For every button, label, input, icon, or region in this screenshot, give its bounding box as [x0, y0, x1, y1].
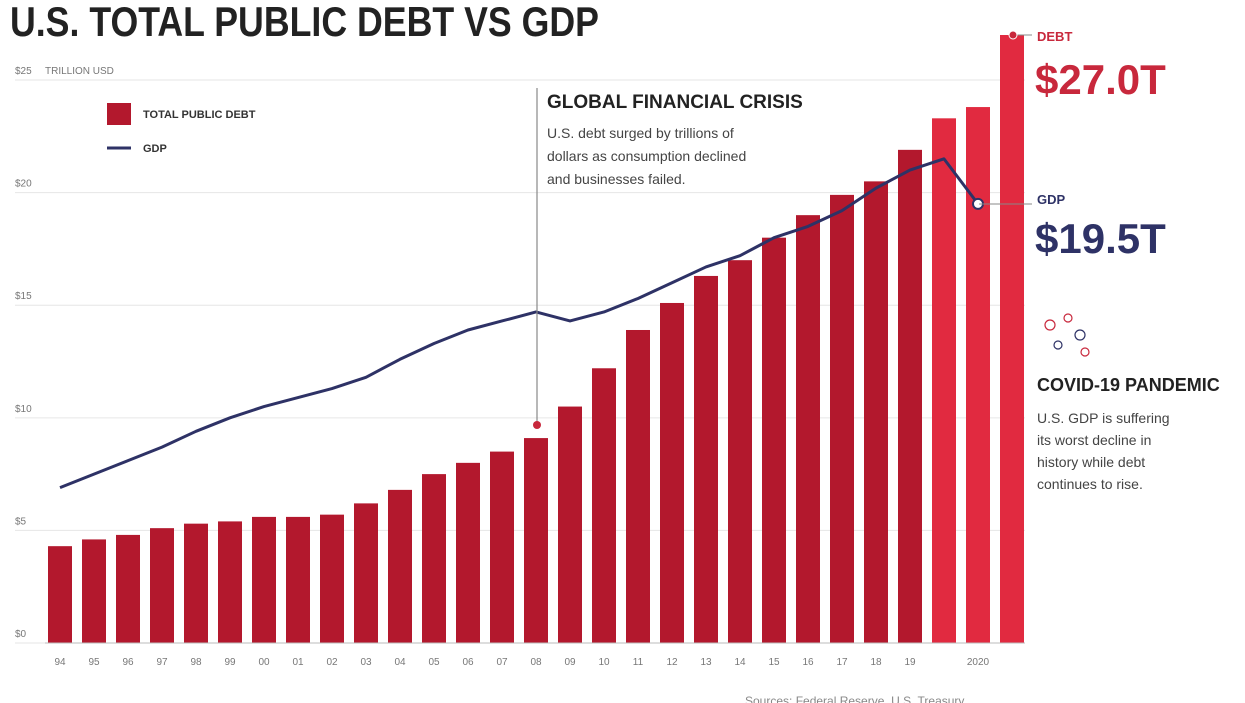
- bar: [422, 474, 446, 643]
- x-tick-label: 94: [54, 657, 66, 668]
- bar: [694, 275, 718, 643]
- debt-dot: [1008, 30, 1018, 40]
- bar: [966, 107, 990, 643]
- bar: [626, 329, 650, 643]
- x-tick-label: 07: [496, 657, 508, 668]
- bar: [320, 514, 344, 643]
- bar: [388, 489, 412, 643]
- debt-value: $27.0T: [1035, 56, 1166, 103]
- y-tick-label: $10: [15, 404, 32, 415]
- bar: [1000, 35, 1024, 643]
- x-tick-label: 18: [870, 657, 882, 668]
- bar: [456, 462, 480, 643]
- x-tick-label: 02: [326, 657, 338, 668]
- bar: [592, 368, 616, 643]
- legend-swatch: [107, 103, 131, 125]
- x-tick-label: 06: [462, 657, 474, 668]
- crisis-dot: [533, 421, 541, 429]
- bar: [150, 528, 174, 643]
- legend-label: TOTAL PUBLIC DEBT: [143, 109, 256, 121]
- x-tick-label: 10: [598, 657, 610, 668]
- x-tick-label: 99: [224, 657, 236, 668]
- bar: [898, 149, 922, 643]
- x-tick-label: 98: [190, 657, 202, 668]
- crisis-text: and businesses failed.: [547, 171, 686, 187]
- x-tick-label: 97: [156, 657, 168, 668]
- bar: [762, 237, 786, 643]
- x-tick-label: 05: [428, 657, 440, 668]
- bar: [864, 181, 888, 644]
- bar: [184, 523, 208, 643]
- gdp-line: [59, 157, 980, 490]
- x-tick-label: 04: [394, 657, 406, 668]
- debt-label: DEBT: [1037, 29, 1072, 44]
- virus-icon: [1044, 313, 1090, 357]
- covid-text: its worst decline in: [1037, 432, 1151, 448]
- source: Sources: Federal Reserve, U.S. Treasury: [745, 694, 964, 703]
- x-tick-label: 17: [836, 657, 848, 668]
- covid-text: U.S. GDP is suffering: [1037, 410, 1170, 426]
- covid-text: continues to rise.: [1037, 476, 1143, 492]
- gdp-label: GDP: [1037, 192, 1066, 207]
- x-tick-label: 14: [734, 657, 746, 668]
- x-tick-label: 96: [122, 657, 134, 668]
- bar: [490, 451, 514, 643]
- bar: [286, 516, 310, 643]
- x-tick-label: 16: [802, 657, 814, 668]
- gdp-value: $19.5T: [1035, 215, 1166, 262]
- covid-title: COVID-19 PANDEMIC: [1037, 375, 1220, 395]
- bar: [48, 546, 72, 643]
- x-tick-label: 95: [88, 657, 100, 668]
- y-tick-label: $0: [15, 629, 27, 640]
- legend-label: GDP: [143, 143, 167, 155]
- crisis-text: U.S. debt surged by trillions of: [547, 125, 734, 141]
- x-tick-label: 15: [768, 657, 780, 668]
- bar: [728, 260, 752, 643]
- x-tick-label: 13: [700, 657, 712, 668]
- bar: [82, 539, 106, 643]
- x-tick-label: 08: [530, 657, 542, 668]
- x-tick-label: 19: [904, 657, 916, 668]
- y-tick-label: $25: [15, 66, 32, 77]
- bar: [218, 521, 242, 643]
- covid-text: history while debt: [1037, 454, 1145, 470]
- crisis-title: GLOBAL FINANCIAL CRISIS: [547, 92, 803, 113]
- bar: [252, 516, 276, 643]
- y-tick-label: $20: [15, 179, 32, 190]
- bar: [932, 118, 956, 643]
- bar: [558, 406, 582, 643]
- x-tick-label: 09: [564, 657, 576, 668]
- x-tick-label: 01: [292, 657, 304, 668]
- bar: [660, 302, 684, 643]
- y-axis-label: TRILLION USD: [45, 66, 114, 77]
- crisis-text: dollars as consumption declined: [547, 148, 746, 164]
- bar: [796, 215, 820, 644]
- bar: [524, 438, 548, 643]
- y-tick-label: $5: [15, 516, 27, 527]
- bar: [116, 534, 140, 643]
- x-tick-label: 2020: [967, 657, 990, 668]
- x-tick-label: 12: [666, 657, 678, 668]
- x-tick-label: 00: [258, 657, 270, 668]
- x-tick-label: 11: [633, 657, 644, 668]
- chart-title: U.S. TOTAL PUBLIC DEBT VS GDP: [10, 0, 599, 46]
- y-tick-label: $15: [15, 291, 32, 302]
- bar: [354, 503, 378, 643]
- bar: [830, 194, 854, 644]
- plot: $0 $5 $10 $15 $20 $25 94 95 96 97 98 99 00 01 02 03 04 05…: [15, 35, 1025, 668]
- x-tick-label: 03: [360, 657, 372, 668]
